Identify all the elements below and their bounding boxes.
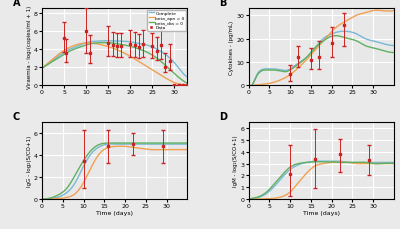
X-axis label: Time (days): Time (days): [303, 210, 340, 215]
Legend: Complete, beta_apn = 0, beta_dia = 0, Data: Complete, beta_apn = 0, beta_dia = 0, Da…: [148, 11, 186, 32]
Y-axis label: Cytokines - (pg/mL): Cytokines - (pg/mL): [230, 21, 234, 74]
Text: D: D: [220, 111, 228, 121]
X-axis label: Time (days): Time (days): [96, 210, 133, 215]
Y-axis label: IgG - log₂(S/CO+1): IgG - log₂(S/CO+1): [27, 135, 32, 186]
Text: A: A: [13, 0, 20, 8]
Y-axis label: IgM - log₂(S/CO+1): IgM - log₂(S/CO+1): [233, 135, 238, 187]
Text: C: C: [13, 111, 20, 121]
Y-axis label: Viraemia - log₂(copies/ml + 1): Viraemia - log₂(copies/ml + 1): [27, 6, 32, 89]
Text: B: B: [220, 0, 227, 8]
